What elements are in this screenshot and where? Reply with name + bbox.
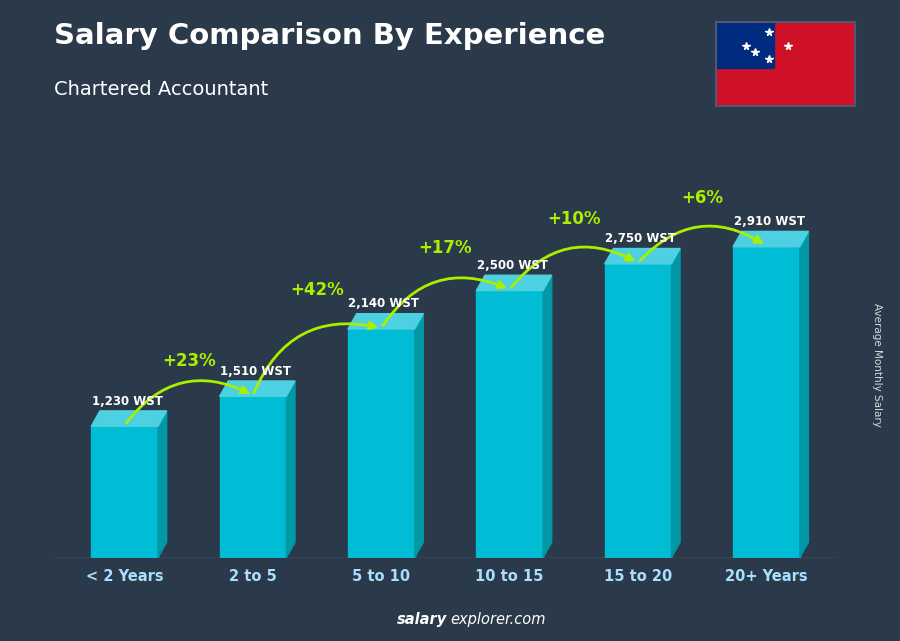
Text: 2,500 WST: 2,500 WST bbox=[477, 259, 548, 272]
Polygon shape bbox=[91, 411, 166, 426]
Polygon shape bbox=[733, 247, 800, 558]
Text: 1,230 WST: 1,230 WST bbox=[92, 395, 163, 408]
Polygon shape bbox=[476, 275, 552, 290]
Text: 2,750 WST: 2,750 WST bbox=[605, 232, 676, 246]
Text: 2,910 WST: 2,910 WST bbox=[734, 215, 805, 228]
Polygon shape bbox=[348, 329, 415, 558]
Text: +42%: +42% bbox=[291, 281, 344, 299]
Polygon shape bbox=[543, 275, 552, 558]
Text: +6%: +6% bbox=[681, 189, 724, 207]
Polygon shape bbox=[415, 313, 423, 558]
Polygon shape bbox=[605, 264, 671, 558]
Polygon shape bbox=[220, 381, 295, 396]
Polygon shape bbox=[605, 249, 680, 264]
Polygon shape bbox=[348, 313, 423, 329]
Polygon shape bbox=[286, 381, 295, 558]
Polygon shape bbox=[800, 231, 808, 558]
Text: salary: salary bbox=[397, 612, 447, 627]
Text: explorer.com: explorer.com bbox=[450, 612, 545, 627]
Polygon shape bbox=[733, 231, 808, 247]
Text: +23%: +23% bbox=[162, 352, 216, 370]
Text: 1,510 WST: 1,510 WST bbox=[220, 365, 291, 378]
Polygon shape bbox=[476, 290, 543, 558]
Text: Chartered Accountant: Chartered Accountant bbox=[54, 80, 268, 99]
Text: +17%: +17% bbox=[418, 240, 472, 258]
Polygon shape bbox=[91, 426, 158, 558]
Text: 2,140 WST: 2,140 WST bbox=[348, 297, 419, 310]
Text: Salary Comparison By Experience: Salary Comparison By Experience bbox=[54, 22, 605, 51]
Bar bbox=[716, 22, 774, 69]
Polygon shape bbox=[158, 411, 166, 558]
Text: +10%: +10% bbox=[547, 210, 600, 228]
Polygon shape bbox=[671, 249, 680, 558]
Polygon shape bbox=[220, 396, 286, 558]
Text: Average Monthly Salary: Average Monthly Salary bbox=[872, 303, 883, 428]
